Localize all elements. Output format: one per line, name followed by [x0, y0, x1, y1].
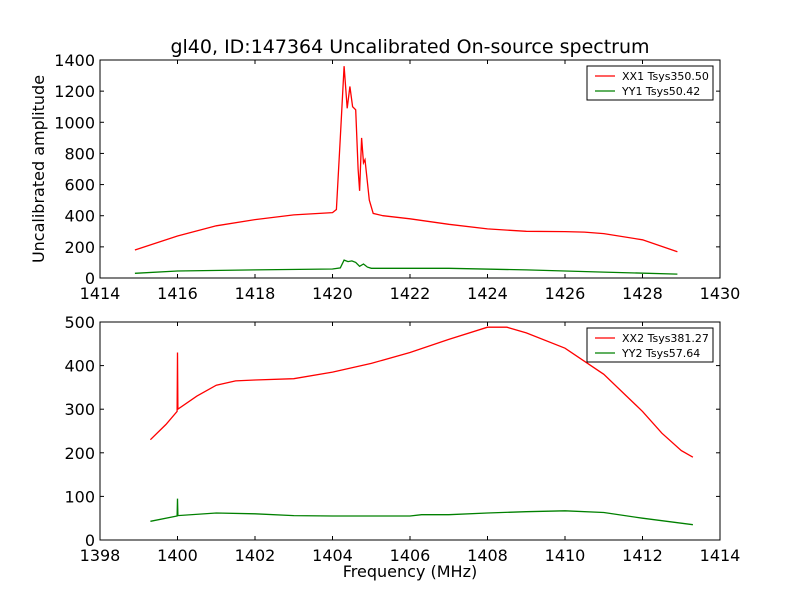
- y-tick-label: 500: [64, 313, 95, 332]
- legend-label: XX2 Tsys381.27: [622, 332, 709, 345]
- x-tick-label: 1408: [467, 546, 508, 565]
- series-line-xx: [149, 326, 694, 458]
- series-line-yy: [150, 498, 693, 526]
- y-tick-label: 0: [85, 531, 95, 550]
- legend: XX1 Tsys350.50 YY1 Tsys50.42: [586, 65, 714, 101]
- x-tick-label: 1398: [80, 546, 121, 565]
- y-tick-label: 800: [64, 144, 95, 163]
- x-tick-label: 1412: [622, 546, 663, 565]
- x-axis-label: Frequency (MHz): [343, 562, 477, 581]
- legend-box: [586, 327, 714, 363]
- y-tick-label: 0: [85, 269, 95, 288]
- axes-2: 1398 1400 1402 1404 1406 1408 1410 1412 1414 0 100…: [64, 313, 740, 581]
- legend-box: [586, 65, 714, 101]
- y-tick-label: 100: [64, 487, 95, 506]
- x-tick-label: 1418: [235, 284, 276, 303]
- y-tick-label: 200: [64, 444, 95, 463]
- x-tick-label: 1404: [312, 546, 353, 565]
- x-tick-label: 1426: [545, 284, 586, 303]
- x-tick-label: 1422: [390, 284, 431, 303]
- y-axis-label: Uncalibrated amplitude: [29, 75, 48, 263]
- legend-label: XX1 Tsys350.50: [622, 70, 709, 83]
- x-tick-label: 1424: [467, 284, 508, 303]
- x-tick-label: 1420: [312, 284, 353, 303]
- x-tick-label: 1416: [157, 284, 198, 303]
- x-tick-label: 1400: [157, 546, 198, 565]
- legend-label: YY1 Tsys50.42: [621, 85, 700, 98]
- x-tick-label: 1414: [700, 546, 741, 565]
- x-tick-label: 1410: [545, 546, 586, 565]
- y-tick-label: 600: [64, 176, 95, 195]
- y-tick-label: 1000: [54, 113, 95, 132]
- legend-label: YY2 Tsys57.64: [621, 347, 700, 360]
- series-line-yy: [134, 259, 678, 275]
- chart-title: gl40, ID:147364 Uncalibrated On-source s…: [170, 36, 649, 58]
- y-tick-label: 200: [64, 238, 95, 257]
- y-tick-label: 400: [64, 207, 95, 226]
- x-tick-label: 1430: [700, 284, 741, 303]
- axes-1: 1414 1416 1418 1420 1422 1424 1426 1428 1430 0 200…: [29, 36, 740, 303]
- x-tick-label: 1428: [622, 284, 663, 303]
- y-tick-label: 400: [64, 357, 95, 376]
- legend: XX2 Tsys381.27 YY2 Tsys57.64: [586, 327, 714, 363]
- y-tick-label: 1200: [54, 82, 95, 101]
- y-tick-label: 300: [64, 400, 95, 419]
- x-tick-label: 1414: [80, 284, 121, 303]
- y-tick-label: 1400: [54, 51, 95, 70]
- x-tick-label: 1406: [390, 546, 431, 565]
- x-tick-label: 1402: [235, 546, 276, 565]
- series-line-xx: [134, 66, 678, 253]
